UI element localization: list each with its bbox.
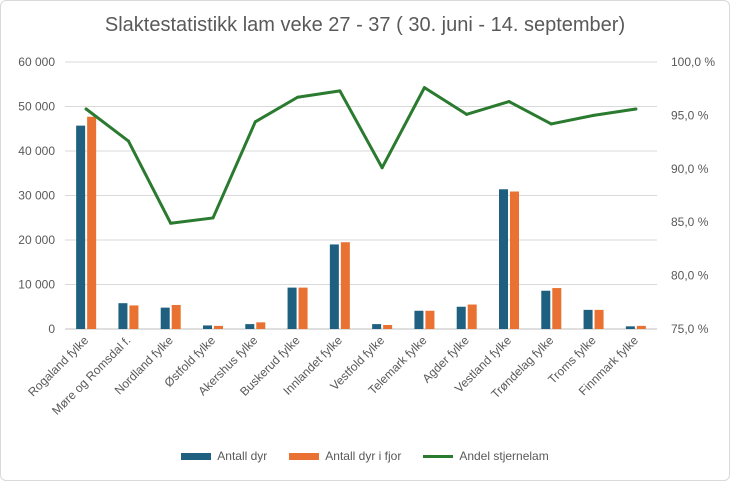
point-andel-stjernelam [296, 95, 300, 99]
legend-item-antall-dyr-i-fjor: Antall dyr i fjor [289, 449, 401, 463]
bar-antall-dyr [160, 307, 170, 329]
y-left-tick-label: 50 000 [18, 100, 55, 114]
legend-swatch-antall-dyr [181, 452, 212, 460]
legend: Antall dyr Antall dyr i fjor Andel stjer… [1, 449, 729, 463]
bar-antall-dyr [541, 290, 551, 329]
bar-antall-dyr-i-fjor [425, 310, 435, 329]
point-andel-stjernelam [634, 107, 638, 111]
bar-antall-dyr [583, 309, 593, 329]
point-andel-stjernelam [338, 89, 342, 93]
point-andel-stjernelam [126, 139, 130, 143]
bar-antall-dyr-i-fjor [256, 322, 266, 329]
y-right-tick-label: 95,0 % [671, 108, 709, 122]
x-tick-label: Møre og Romsdal f. [49, 333, 133, 417]
bar-antall-dyr [456, 306, 466, 329]
bar-antall-dyr [414, 310, 424, 329]
point-andel-stjernelam [507, 100, 511, 104]
bar-antall-dyr-i-fjor [594, 309, 604, 329]
y-right-tick-label: 100,0 % [671, 55, 715, 69]
bar-antall-dyr-i-fjor [214, 325, 223, 329]
legend-item-andel-stjernelam: Andel stjernelam [423, 449, 549, 463]
bar-antall-dyr [499, 189, 508, 329]
y-right-tick-label: 75,0 % [671, 322, 709, 336]
point-andel-stjernelam [84, 107, 88, 111]
y-left-tick-label: 30 000 [18, 189, 55, 203]
legend-item-antall-dyr: Antall dyr [181, 449, 267, 463]
chart-svg: 0 10 000 20 000 30 000 40 000 50 000 60 000 75,… [18, 55, 715, 418]
legend-label-antall-dyr-i-fjor: Antall dyr i fjor [325, 449, 402, 463]
point-andel-stjernelam [169, 221, 173, 225]
y-left-tick-label: 10 000 [18, 278, 55, 292]
legend-label-andel-stjernelam: Andel stjernelam [459, 449, 549, 463]
legend-swatch-andel-stjernelam [423, 454, 454, 458]
chart-title: Slaktestatistikk lam veke 27 - 37 ( 30. … [104, 14, 626, 36]
bar-antall-dyr-i-fjor [340, 242, 350, 329]
bar-antall-dyr [76, 125, 86, 329]
bar-antall-dyr-i-fjor [636, 325, 646, 329]
bar-antall-dyr [329, 244, 339, 329]
legend-swatch-antall-dyr-i-fjor [289, 452, 320, 460]
point-andel-stjernelam [592, 113, 596, 117]
line-andel-stjernelam [84, 86, 638, 225]
legend-label-antall-dyr: Antall dyr [217, 449, 268, 463]
bar-antall-dyr [245, 324, 255, 329]
point-andel-stjernelam [380, 166, 384, 170]
bar-antall-dyr-i-fjor [510, 191, 519, 329]
bar-antall-dyr [118, 303, 128, 329]
bar-antall-dyr [372, 324, 382, 329]
bar-antall-dyr-i-fjor [467, 304, 477, 329]
point-andel-stjernelam [422, 86, 426, 90]
point-andel-stjernelam [549, 122, 553, 126]
point-andel-stjernelam [253, 120, 257, 124]
y-right-tick-label: 80,0 % [671, 269, 709, 283]
bar-antall-dyr-i-fjor [129, 305, 139, 329]
point-andel-stjernelam [211, 216, 215, 220]
y-right-tick-label: 85,0 % [671, 215, 709, 229]
bar-antall-dyr-i-fjor [298, 287, 308, 329]
y-right-tick-label: 90,0 % [671, 162, 709, 176]
y-left-tick-label: 20 000 [18, 233, 55, 247]
y-left-tick-label: 0 [48, 322, 55, 336]
bar-antall-dyr-i-fjor [171, 304, 181, 329]
bar-antall-dyr [203, 325, 212, 329]
bar-antall-dyr [625, 326, 635, 329]
point-andel-stjernelam [465, 112, 469, 116]
bar-antall-dyr-i-fjor [87, 116, 97, 329]
y-left-tick-label: 40 000 [18, 144, 55, 158]
bar-antall-dyr [287, 287, 297, 329]
y-left-tick-label: 60 000 [18, 55, 55, 69]
bar-antall-dyr-i-fjor [552, 288, 562, 329]
bar-antall-dyr-i-fjor [383, 324, 393, 329]
